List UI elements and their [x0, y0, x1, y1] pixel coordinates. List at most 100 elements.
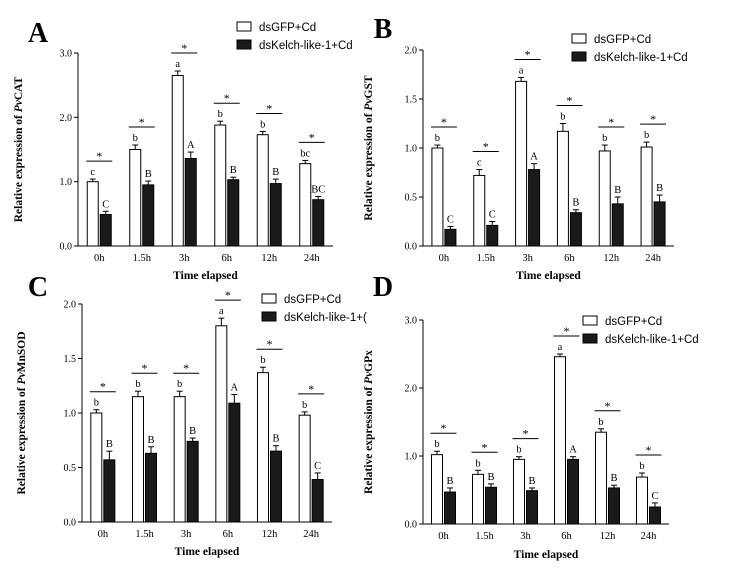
y-axis-label-prefix: Relative expression of: [16, 385, 28, 495]
x-tick-label: 0h: [98, 529, 109, 540]
significance-letter: b: [560, 112, 565, 123]
chart-panel-b: B 0.0 0.5 1.0 1.5 2.0 Relative expression of P…: [363, 14, 688, 282]
y-tick-label: 1.5: [64, 354, 77, 365]
x-tick-label: 24h: [303, 529, 320, 540]
significance-letter: b: [644, 130, 649, 141]
x-tick-label: 3h: [181, 529, 192, 540]
bar-dsgfp: [595, 431, 607, 525]
significance-star: *: [523, 427, 529, 441]
x-tick-label: 6h: [564, 253, 575, 264]
y-tick-label: 2.0: [64, 300, 77, 311]
bar-dskelch: [485, 486, 497, 525]
bar-dsgfp: [257, 372, 269, 523]
bar-dsgfp: [171, 75, 184, 247]
x-tick-label: 12h: [261, 253, 278, 264]
x-tick-label: 1.5h: [133, 253, 152, 264]
significance-letter: b: [639, 461, 644, 472]
x-tick-label: 1.5h: [135, 529, 154, 540]
x-axis-label: Time elapsed: [175, 546, 240, 558]
significance-star: *: [267, 337, 273, 351]
x-tick-label: 6h: [222, 253, 233, 264]
x-tick-label: 12h: [262, 529, 279, 540]
y-axis-label: Relative expression of PvGPx: [363, 350, 375, 494]
significance-letter: C: [447, 214, 454, 225]
legend-swatch-dskelch: [571, 51, 587, 62]
y-axis-label: Relative expression of PvGST: [363, 75, 375, 220]
x-tick-label: 1.5h: [477, 253, 496, 264]
significance-letter: c: [90, 167, 95, 178]
bar-dsgfp: [299, 163, 312, 247]
bar-dsgfp: [554, 356, 566, 525]
bar-dskelch: [227, 179, 240, 247]
panel-label: C: [28, 272, 48, 303]
significance-letter: C: [651, 491, 658, 502]
significance-letter: b: [434, 439, 439, 450]
legend-label: dsGFP+Cd: [605, 316, 662, 328]
bar-dskelch: [99, 213, 112, 247]
significance-letter: a: [558, 342, 563, 353]
significance-letter: C: [314, 461, 321, 472]
legend-swatch-dsgfp: [582, 315, 598, 326]
bar-dskelch: [567, 458, 579, 525]
y-tick-label: 2.0: [405, 384, 418, 395]
significance-letter: b: [135, 379, 140, 390]
legend-label: dsKelch-like-1+(: [284, 312, 367, 324]
x-tick-label: 24h: [641, 531, 658, 542]
significance-letter: B: [446, 476, 453, 487]
y-tick-label: 0.0: [64, 518, 77, 529]
x-tick-label: 24h: [645, 253, 662, 264]
significance-star: *: [266, 101, 272, 115]
significance-letter: B: [656, 183, 663, 194]
bar-dskelch: [528, 169, 541, 247]
bar-dskelch: [312, 199, 325, 247]
legend-swatch-dsgfp: [571, 33, 587, 44]
significance-letter: B: [614, 185, 621, 196]
bar-dskelch: [569, 212, 582, 247]
y-tick-label: 1.0: [60, 177, 73, 188]
bar-dsgfp: [431, 147, 444, 247]
y-tick-label: 0.0: [60, 242, 73, 253]
legend-label: dsKelch-like-1+Cd: [259, 40, 353, 52]
significance-star: *: [608, 115, 614, 129]
y-axis-label-gene: GPx: [363, 350, 375, 372]
significance-letter: b: [516, 445, 521, 456]
x-axis-label: Time elapsed: [514, 549, 579, 561]
significance-letter: b: [94, 398, 99, 409]
y-tick-label: 1.5: [405, 95, 418, 106]
significance-letter: A: [569, 445, 577, 456]
significance-letter: B: [106, 439, 113, 450]
significance-letter: B: [147, 435, 154, 446]
bar-dsgfp: [256, 134, 269, 247]
y-axis-label: Relative expression of PvCAT: [13, 76, 25, 222]
bar-dsgfp: [86, 181, 99, 247]
bar-dsgfp: [173, 396, 186, 523]
significance-letter: B: [272, 167, 279, 178]
x-tick-label: 6h: [561, 531, 572, 542]
chart-panel-c: C 0.0 0.5 1.0 1.5 2.0 Relative expression of P…: [16, 272, 367, 558]
bar-dsgfp: [215, 325, 228, 523]
x-tick-label: 0h: [439, 253, 450, 264]
bar-dsgfp: [598, 150, 611, 247]
y-tick-label: 2.0: [405, 46, 418, 57]
legend-swatch-dskelch: [582, 333, 598, 344]
legend-swatch-dsgfp: [236, 21, 252, 32]
significance-letter: C: [489, 210, 496, 221]
significance-letter: b: [260, 119, 265, 130]
significance-letter: B: [272, 434, 279, 445]
y-tick-label: 1.0: [64, 409, 77, 420]
bar-dskelch: [526, 490, 538, 525]
y-axis-label-gene: GST: [363, 75, 375, 98]
significance-star: *: [100, 380, 106, 394]
y-axis-label-prefix: Relative expression of: [13, 112, 25, 222]
significance-letter: a: [519, 65, 524, 76]
significance-letter: a: [175, 59, 180, 70]
y-axis-label: Relative expression of PvMnSOD: [16, 331, 28, 494]
significance-star: *: [225, 288, 231, 302]
bar-dskelch: [269, 183, 282, 247]
bar-dsgfp: [556, 130, 569, 247]
chart-panel-d: D 0.0 1.0 2.0 3.0 Relative expression of PvGP…: [363, 272, 699, 561]
significance-letter: c: [477, 158, 482, 169]
bar-dsgfp: [298, 414, 311, 523]
y-tick-label: 1.0: [405, 452, 418, 463]
